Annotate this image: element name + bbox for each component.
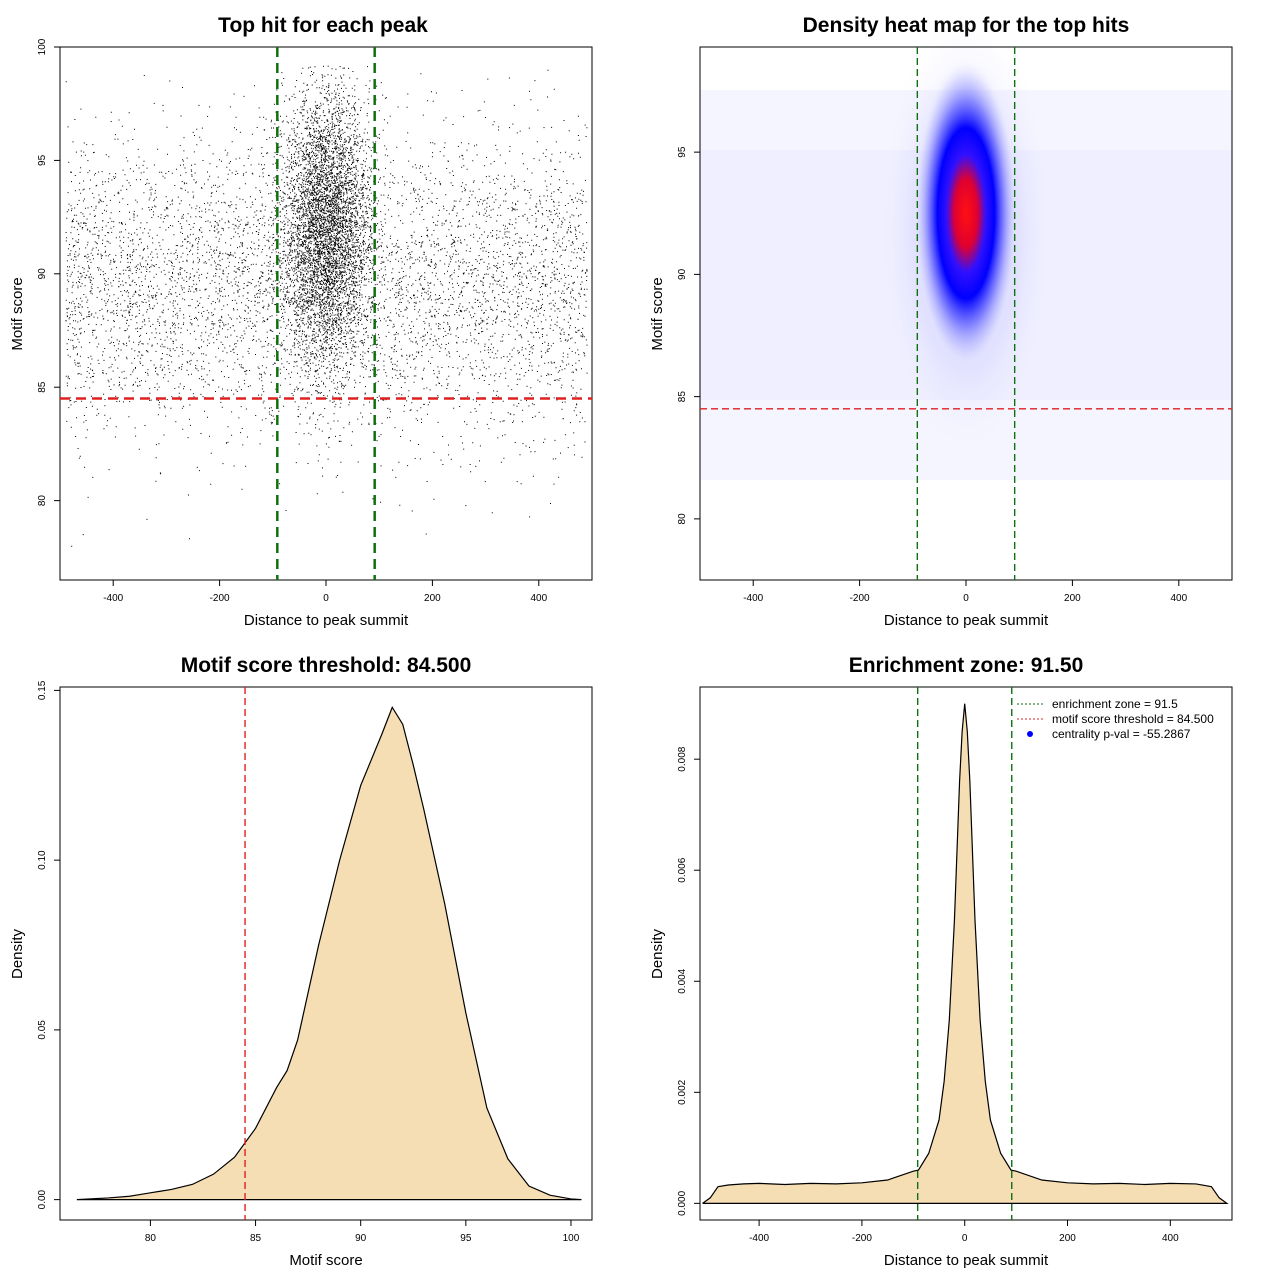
y-tick-label: 85 xyxy=(37,381,48,393)
distance-density-panel: Enrichment zone: 91.50 -400 -200 0 200 400 0… xyxy=(649,654,1233,1269)
x-tick-label: 400 xyxy=(1170,593,1187,604)
y-tick-label: 80 xyxy=(677,513,688,525)
x-axis: 80 85 90 95 100 xyxy=(145,1220,580,1244)
x-tick-label: -200 xyxy=(850,593,870,604)
legend-swatch-pval xyxy=(1027,731,1033,737)
x-axis: -400 -200 0 200 400 xyxy=(743,580,1188,604)
x-axis-label: Distance to peak summit xyxy=(244,612,409,629)
legend-label-pval: centrality p-val = -55.2867 xyxy=(1052,727,1191,741)
x-tick-label: 0 xyxy=(963,593,969,604)
density-hotspot xyxy=(914,58,1018,369)
y-tick-label: 0.05 xyxy=(37,1020,48,1040)
y-axis: 80 85 90 95 100 xyxy=(37,38,60,506)
legend: enrichment zone = 91.5 motif score thres… xyxy=(1017,697,1214,741)
legend-label-threshold: motif score threshold = 84.500 xyxy=(1052,712,1214,726)
y-tick-label: 0.00 xyxy=(37,1189,48,1209)
x-tick-label: -400 xyxy=(749,1233,769,1244)
y-axis-label: Density xyxy=(649,928,666,979)
x-tick-label: 400 xyxy=(530,593,547,604)
plot-frame xyxy=(59,686,593,1221)
heatmap-surface xyxy=(700,3,1232,580)
scatter-panel: Top hit for each peak -400 -200 0 200 400 80… xyxy=(9,14,593,629)
x-axis-label: Distance to peak summit xyxy=(884,612,1049,629)
legend-label-enrichment: enrichment zone = 91.5 xyxy=(1052,697,1178,711)
reference-lines xyxy=(60,47,592,580)
x-tick-label: 200 xyxy=(1064,593,1081,604)
chart-title: Motif score threshold: 84.500 xyxy=(181,654,472,677)
reference-lines xyxy=(916,687,1013,1220)
y-axis-label: Motif score xyxy=(9,277,26,350)
x-axis-label: Motif score xyxy=(289,1252,362,1269)
x-tick-label: 0 xyxy=(323,593,329,604)
y-tick-label: 0.10 xyxy=(37,850,48,870)
x-tick-label: -400 xyxy=(743,593,763,604)
score-density-panel: Motif score threshold: 84.500 80 85 90 95 10… xyxy=(9,654,593,1269)
heatmap-panel: Density heat map for the top hits -400-2… xyxy=(649,3,1233,629)
x-tick-label: 100 xyxy=(563,1233,580,1244)
x-tick-label: 95 xyxy=(460,1233,472,1244)
density-fill xyxy=(76,707,582,1200)
x-tick-label: 90 xyxy=(355,1233,367,1244)
y-tick-label: 0.000 xyxy=(677,1190,688,1215)
x-tick-label: -200 xyxy=(210,593,230,604)
x-tick-label: 85 xyxy=(250,1233,262,1244)
x-tick-label: 0 xyxy=(962,1233,968,1244)
y-tick-label: 95 xyxy=(677,146,688,158)
y-tick-label: 90 xyxy=(37,268,48,280)
x-tick-label: 400 xyxy=(1162,1233,1179,1244)
y-axis: 80 85 90 95 xyxy=(677,146,700,524)
chart-title: Enrichment zone: 91.50 xyxy=(849,654,1084,677)
density-line xyxy=(702,703,1229,1204)
y-tick-label: 0.006 xyxy=(677,857,688,882)
reference-lines xyxy=(700,47,1232,580)
y-tick-label: 0.004 xyxy=(677,968,688,993)
y-tick-label: 90 xyxy=(677,268,688,280)
x-tick-label: 200 xyxy=(424,593,441,604)
density-fill xyxy=(702,703,1227,1204)
x-tick-label: -400 xyxy=(103,593,123,604)
chart-title: Top hit for each peak xyxy=(218,14,428,37)
y-tick-label: 0.002 xyxy=(677,1079,688,1104)
y-tick-label: 0.15 xyxy=(37,680,48,700)
y-axis-label: Density xyxy=(9,928,26,979)
central-cluster-points xyxy=(254,65,419,460)
y-tick-label: 100 xyxy=(37,38,48,55)
x-tick-label: 200 xyxy=(1059,1233,1076,1244)
density-line xyxy=(76,706,582,1201)
y-tick-label: 0.008 xyxy=(677,746,688,771)
y-axis: 0.000 0.002 0.004 0.006 0.008 xyxy=(677,746,700,1216)
density-curve xyxy=(76,706,582,1201)
y-axis-label: Motif score xyxy=(649,277,666,350)
x-tick-label: -200 xyxy=(852,1233,872,1244)
x-axis-label: Distance to peak summit xyxy=(884,1252,1049,1269)
y-tick-label: 85 xyxy=(677,391,688,403)
scatter-points xyxy=(65,65,588,547)
plot-frame xyxy=(699,686,1233,1221)
x-axis: -400 -200 0 200 400 xyxy=(749,1220,1179,1244)
y-tick-label: 80 xyxy=(37,495,48,507)
x-tick-label: 80 xyxy=(145,1233,157,1244)
x-axis: -400 -200 0 200 400 xyxy=(103,580,548,604)
y-tick-label: 95 xyxy=(37,154,48,166)
y-axis: 0.00 0.05 0.10 0.15 xyxy=(37,680,60,1209)
density-curve xyxy=(702,703,1229,1204)
